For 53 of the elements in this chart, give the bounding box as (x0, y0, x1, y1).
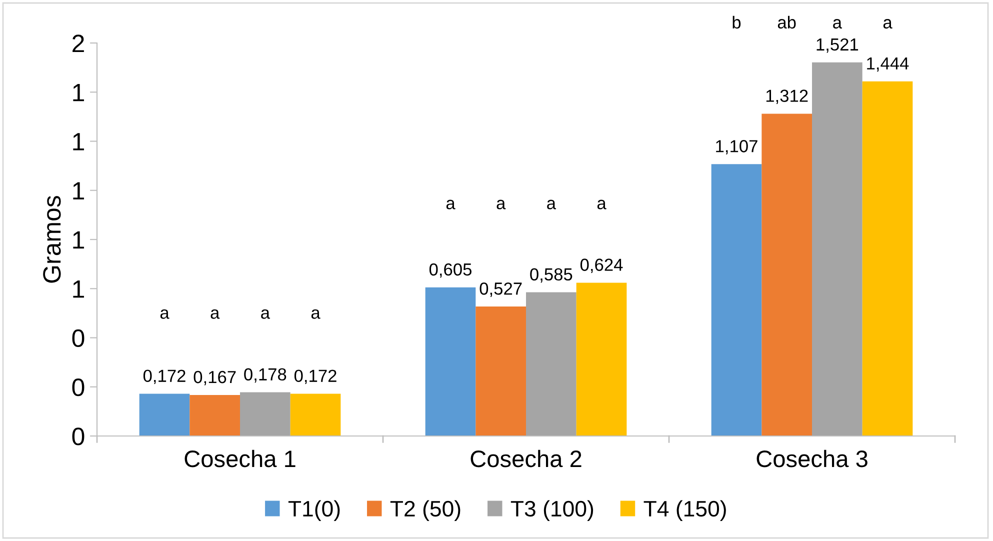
bar (762, 114, 812, 436)
data-label: 0,605 (429, 263, 472, 278)
bar (425, 287, 476, 436)
x-tick-label: Cosecha 1 (184, 450, 296, 468)
legend-label: T4 (150) (644, 500, 726, 521)
y-tick-label: 1 (73, 182, 84, 200)
y-tick-label: 1 (73, 280, 84, 298)
bar (711, 164, 762, 436)
bar (576, 282, 627, 436)
data-label: 0,585 (530, 268, 572, 283)
data-label: 0,172 (294, 370, 336, 384)
data-label: 0,624 (580, 258, 623, 274)
y-axis-title: Gramos (43, 196, 61, 283)
bar (862, 81, 913, 436)
x-tick-label: Cosecha 3 (756, 450, 868, 468)
bar (476, 306, 526, 436)
data-label: 0,178 (244, 368, 286, 383)
data-label: 1,444 (867, 57, 909, 72)
text: b (732, 16, 741, 29)
y-tick-label: 0 (72, 329, 84, 348)
x-tick-label: Cosecha 2 (470, 450, 582, 468)
annotation: a (210, 309, 220, 319)
data-label: 1,521 (816, 38, 858, 53)
text: ab (778, 16, 796, 29)
y-tick-label: 0 (72, 378, 84, 396)
bar (139, 394, 190, 436)
legend-label: T1(0) (288, 500, 340, 521)
annotation: a (160, 309, 170, 319)
annotation: a (496, 200, 506, 210)
data-label: 1,312 (766, 90, 808, 104)
annotation: a (261, 309, 270, 319)
bar (812, 62, 862, 436)
bar (290, 394, 341, 436)
legend-label: T3 (100) (510, 500, 594, 521)
data-label: 0,172 (143, 370, 186, 384)
annotation: a (547, 200, 556, 210)
y-tick-label: 1 (73, 133, 84, 150)
data-label: 0,167 (194, 370, 236, 386)
bar (240, 392, 290, 436)
annotation: a (311, 309, 320, 319)
bar (190, 394, 240, 436)
y-tick-label: 0 (72, 428, 84, 446)
y-tick-label: 1 (73, 231, 84, 249)
text: a (833, 19, 842, 29)
legend-label: T2 (50) (390, 500, 460, 521)
bar (526, 292, 576, 436)
data-label: 1,107 (716, 140, 758, 154)
text: a (883, 19, 892, 29)
annotation: a (446, 200, 456, 210)
y-tick-label: 1 (73, 84, 84, 102)
y-tick-label: 2 (72, 34, 84, 52)
data-label: 0,527 (480, 282, 522, 297)
annotation: a (597, 200, 606, 210)
